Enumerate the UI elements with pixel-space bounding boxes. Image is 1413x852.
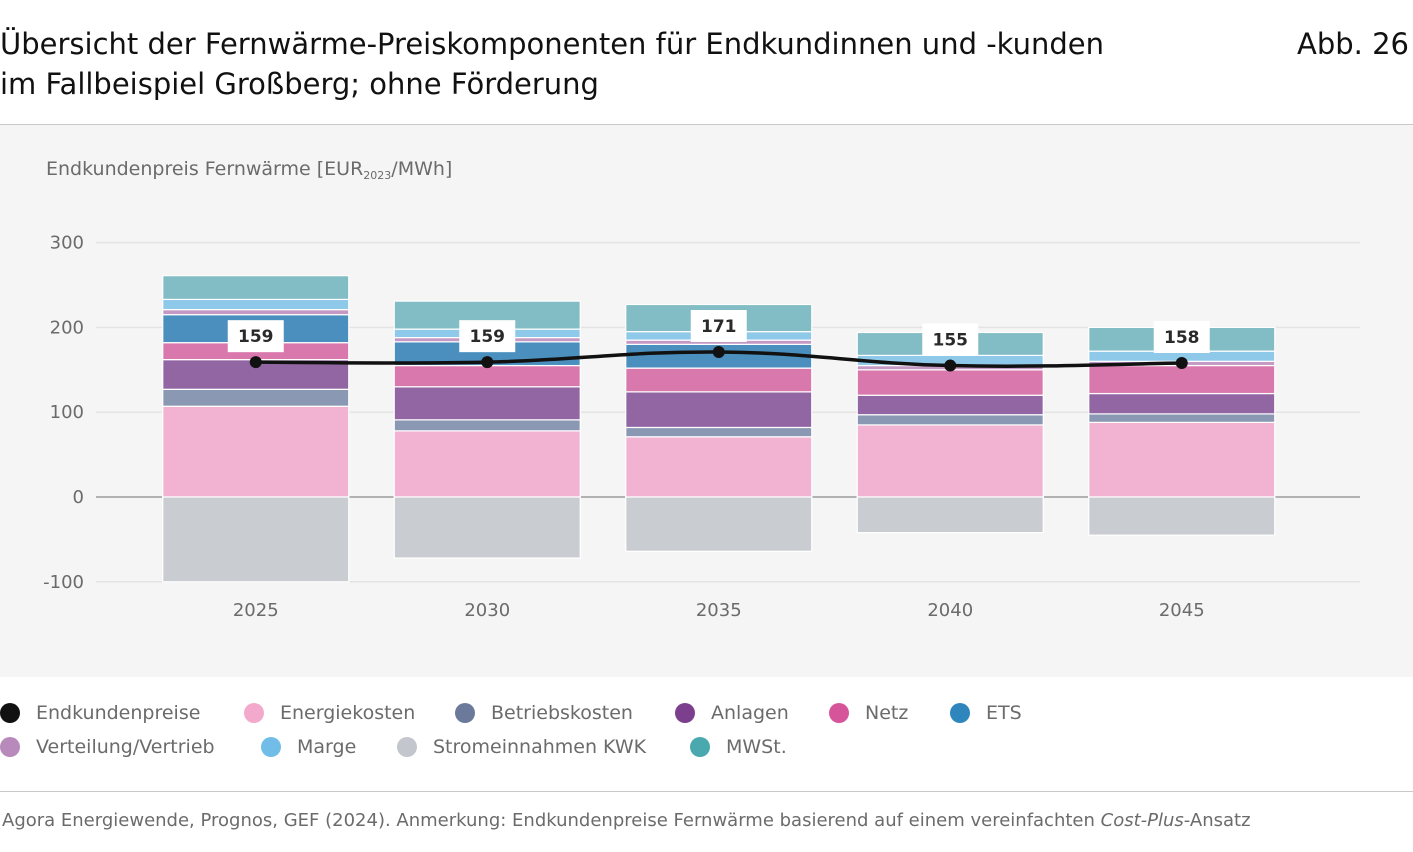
bar-segment-netz bbox=[393, 364, 581, 388]
bottom-divider bbox=[0, 791, 1413, 792]
bar-segment-stromeinnahmen-kwk bbox=[1088, 496, 1276, 536]
bar-segment-energiekosten bbox=[625, 436, 813, 498]
data-label: 159 bbox=[470, 327, 506, 347]
y-axis-label-tail: /MWh] bbox=[391, 158, 453, 180]
legend-item: MWSt. bbox=[690, 736, 787, 758]
endkundenpreise-point bbox=[1175, 357, 1188, 370]
bar-segment-stromeinnahmen-kwk bbox=[625, 496, 813, 552]
bar-segment-stromeinnahmen-kwk bbox=[162, 496, 350, 583]
legend-swatch bbox=[0, 703, 20, 723]
legend-swatch bbox=[829, 703, 849, 723]
source-note: Agora Energiewende, Prognos, GEF (2024).… bbox=[2, 810, 1251, 831]
legend-item: Endkundenpreise bbox=[0, 702, 200, 724]
legend-label: Energiekosten bbox=[280, 702, 416, 724]
data-label-box bbox=[459, 320, 516, 353]
top-divider bbox=[0, 124, 1413, 125]
x-tick-label: 2030 bbox=[464, 600, 510, 621]
y-tick-label: 100 bbox=[50, 402, 84, 423]
legend-item: Anlagen bbox=[675, 702, 789, 724]
data-label-box bbox=[922, 323, 979, 356]
chart-title: Übersicht der Fernwärme-Preiskomponenten… bbox=[0, 24, 1220, 104]
bar-segment-anlagen bbox=[856, 394, 1044, 416]
endkundenpreise-point bbox=[249, 356, 262, 369]
legend-label: Marge bbox=[297, 736, 357, 758]
x-tick-label: 2045 bbox=[1159, 600, 1205, 621]
bar-segment-anlagen bbox=[393, 386, 581, 421]
x-tick-label: 2035 bbox=[696, 600, 742, 621]
endkundenpreise-point bbox=[944, 359, 957, 372]
legend-item: Betriebskosten bbox=[455, 702, 633, 724]
legend-label: Anlagen bbox=[711, 702, 789, 724]
y-tick-label: 0 bbox=[73, 487, 84, 508]
legend-label: Netz bbox=[865, 702, 909, 724]
legend-item: ETS bbox=[950, 702, 1022, 724]
stacked-bar-chart: -100 0 100 200 300 2025 2030 2035 2040 2045 159 159… bbox=[43, 233, 1360, 621]
endkundenpreise-point bbox=[712, 345, 725, 358]
legend-swatch bbox=[675, 703, 695, 723]
data-label: 155 bbox=[933, 331, 969, 351]
bar-segment-energiekosten bbox=[162, 405, 350, 498]
x-tick-label: 2040 bbox=[927, 600, 973, 621]
bar-segment-netz bbox=[856, 369, 1044, 396]
bar-segment-stromeinnahmen-kwk bbox=[856, 496, 1044, 534]
bar-segment-betriebskosten bbox=[1088, 413, 1276, 423]
legend-swatch bbox=[950, 703, 970, 723]
legend-item: Energiekosten bbox=[244, 702, 415, 724]
legend-item: Stromeinnahmen KWK bbox=[397, 736, 646, 758]
legend-swatch bbox=[455, 703, 475, 723]
bar-segment-betriebskosten bbox=[625, 426, 813, 438]
data-label: 159 bbox=[238, 327, 274, 347]
source-tail: -Ansatz bbox=[1183, 810, 1251, 831]
bar-segment-betriebskosten bbox=[162, 388, 350, 407]
y-tick-label: -100 bbox=[43, 572, 84, 593]
legend-label: Verteilung/Vertrieb bbox=[36, 736, 215, 758]
data-label-box bbox=[690, 309, 747, 342]
legend-swatch bbox=[397, 737, 417, 757]
x-tick-label: 2025 bbox=[233, 600, 279, 621]
bar-segment-netz bbox=[625, 367, 813, 393]
legend-swatch bbox=[244, 703, 264, 723]
legend-label: Endkundenpreise bbox=[36, 702, 201, 724]
bar-segment-netz bbox=[1088, 364, 1276, 395]
bar-segment-energiekosten bbox=[393, 430, 581, 498]
y-tick-label: 300 bbox=[50, 233, 84, 254]
y-tick-label: 200 bbox=[50, 317, 84, 338]
chart-title-line-1: Übersicht der Fernwärme-Preiskomponenten… bbox=[0, 27, 1104, 61]
bar-segment-marge bbox=[162, 298, 350, 311]
data-label: 171 bbox=[701, 317, 737, 337]
legend-label: ETS bbox=[986, 702, 1022, 724]
bar-segment-anlagen bbox=[625, 391, 813, 429]
bar-segment-stromeinnahmen-kwk bbox=[393, 496, 581, 559]
data-label-box bbox=[227, 320, 284, 353]
y-axis-label-sub: 2023 bbox=[363, 169, 392, 182]
data-label-box bbox=[1153, 321, 1210, 354]
legend-label: Stromeinnahmen KWK bbox=[433, 736, 647, 758]
source-text: Agora Energiewende, Prognos, GEF (2024).… bbox=[2, 810, 1101, 831]
legend-swatch bbox=[0, 737, 20, 757]
bar-segment-anlagen bbox=[1088, 392, 1276, 415]
legend-label: Betriebskosten bbox=[491, 702, 633, 724]
y-axis-label-main: Endkundenpreis Fernwärme [EUR bbox=[46, 158, 364, 180]
chart-title-line-2: im Fallbeispiel Großberg; ohne Förderung bbox=[0, 67, 599, 101]
bar-segment-energiekosten bbox=[1088, 421, 1276, 498]
bar-segment-betriebskosten bbox=[856, 414, 1044, 426]
legend-item: Netz bbox=[829, 702, 908, 724]
source-italic: Cost-Plus bbox=[1100, 810, 1184, 831]
endkundenpreise-point bbox=[481, 356, 494, 369]
legend-swatch bbox=[690, 737, 710, 757]
legend-swatch bbox=[261, 737, 281, 757]
figure-number: Abb. 26 bbox=[1297, 27, 1409, 61]
bar-segment-betriebskosten bbox=[393, 419, 581, 432]
legend-item: Marge bbox=[261, 736, 356, 758]
bar-segment-mwst- bbox=[162, 275, 350, 301]
y-axis-label: Endkundenpreis Fernwärme [EUR2023/MWh] bbox=[46, 158, 452, 182]
legend-label: MWSt. bbox=[726, 736, 787, 758]
data-label: 158 bbox=[1164, 328, 1200, 348]
bar-segment-verteilung-vertrieb bbox=[162, 308, 350, 316]
bar-segment-energiekosten bbox=[856, 424, 1044, 498]
legend-item: Verteilung/Vertrieb bbox=[0, 736, 215, 758]
